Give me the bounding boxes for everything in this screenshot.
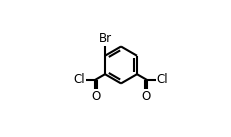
Text: Cl: Cl (156, 73, 167, 86)
Text: Br: Br (98, 32, 111, 45)
Text: Cl: Cl (73, 73, 85, 86)
Text: O: O (141, 90, 150, 103)
Text: O: O (91, 90, 100, 103)
